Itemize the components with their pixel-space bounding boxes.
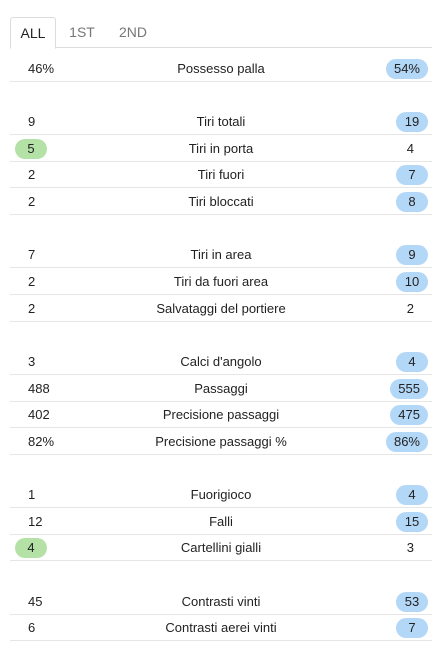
stat-home-value: 1 xyxy=(28,487,36,502)
stat-label: Cartellini gialli xyxy=(180,540,262,555)
stat-away-value: 86% xyxy=(385,432,428,452)
stat-label: Possesso palla xyxy=(177,61,265,76)
stat-label: Tiri bloccati xyxy=(188,194,254,209)
stat-home-value: 6 xyxy=(28,620,36,635)
stat-row: Salvataggi del portiere 2 2 xyxy=(10,296,432,322)
stat-label: Tiri fuori xyxy=(197,167,245,182)
stat-away-value: 53 xyxy=(396,592,428,612)
tab-2nd[interactable]: 2ND xyxy=(118,24,147,40)
stat-label: Contrasti vinti xyxy=(181,594,261,609)
stat-away-value: 19 xyxy=(396,112,428,132)
stat-away-value: 7 xyxy=(396,165,428,185)
stat-row: Contrasti vinti 45 53 xyxy=(10,589,432,615)
stat-home-value: 9 xyxy=(28,114,36,129)
tab-1st[interactable]: 1ST xyxy=(69,24,95,40)
stat-label: Fuorigioco xyxy=(190,487,252,502)
stat-label: Salvataggi del portiere xyxy=(156,301,286,316)
stat-away-value: 475 xyxy=(390,405,428,425)
stat-label: Tiri da fuori area xyxy=(173,274,269,289)
stat-row: Passaggi 488 555 xyxy=(10,376,432,402)
stat-row: Fuorigioco 1 4 xyxy=(10,482,432,508)
stat-away-value: 15 xyxy=(396,512,428,532)
stat-label: Tiri totali xyxy=(196,114,246,129)
stat-label: Precisione passaggi % xyxy=(155,434,287,449)
stat-row: Falli 12 15 xyxy=(10,509,432,535)
stat-away-value: 4 xyxy=(396,485,428,505)
stat-row: Contrasti aerei vinti 6 7 xyxy=(10,615,432,641)
stat-label: Tiri in porta xyxy=(188,141,254,156)
stat-label: Falli xyxy=(209,514,233,529)
stat-home-value: 3 xyxy=(28,354,36,369)
stat-home-value: 2 xyxy=(28,301,36,316)
stat-row: Tiri totali 9 19 xyxy=(10,109,432,135)
stat-row: Tiri in porta 5 4 xyxy=(10,136,432,162)
stat-away-value: 3 xyxy=(406,540,414,555)
stat-label: Passaggi xyxy=(194,381,248,396)
stat-home-value: 82% xyxy=(28,434,55,449)
stat-home-value: 2 xyxy=(28,194,36,209)
stat-row: Calci d'angolo 3 4 xyxy=(10,349,432,375)
stat-away-value: 555 xyxy=(390,379,428,399)
stat-row: Cartellini gialli 4 3 xyxy=(10,535,432,561)
stat-home-value: 4 xyxy=(15,538,47,558)
stat-away-value: 2 xyxy=(406,301,414,316)
stat-away-value: 10 xyxy=(396,272,428,292)
stat-row: Tiri fuori 2 7 xyxy=(10,162,432,188)
stat-home-value: 7 xyxy=(28,247,36,262)
stat-home-value: 2 xyxy=(28,167,36,182)
stat-row: Precisione passaggi % 82% 86% xyxy=(10,429,432,455)
stat-row: Precisione passaggi 402 475 xyxy=(10,402,432,428)
stat-home-value: 2 xyxy=(28,274,36,289)
stat-label: Precisione passaggi xyxy=(162,407,280,422)
stat-home-value: 488 xyxy=(28,381,50,396)
stat-away-value: 8 xyxy=(396,192,428,212)
stat-row: Tiri bloccati 2 8 xyxy=(10,189,432,215)
stat-away-value: 4 xyxy=(406,141,414,156)
stat-home-value: 45 xyxy=(28,594,43,609)
stat-label: Contrasti aerei vinti xyxy=(165,620,277,635)
stat-home-value: 402 xyxy=(28,407,50,422)
period-tabs: ALL 1ST 2ND xyxy=(10,17,432,49)
stat-away-value: 54% xyxy=(385,59,428,79)
stat-away-value: 9 xyxy=(396,245,428,265)
stat-away-value: 7 xyxy=(396,618,428,638)
stat-home-value: 5 xyxy=(15,139,47,159)
stat-label: Calci d'angolo xyxy=(180,354,262,369)
stat-label: Tiri in area xyxy=(190,247,252,262)
stat-home-value: 46% xyxy=(28,61,55,76)
stat-home-value: 12 xyxy=(28,514,43,529)
stat-row: Tiri in area 7 9 xyxy=(10,242,432,268)
stat-away-value: 4 xyxy=(396,352,428,372)
tab-all[interactable]: ALL xyxy=(10,17,56,49)
stat-row: Tiri da fuori area 2 10 xyxy=(10,269,432,295)
stat-row: Possesso palla 46% 54% xyxy=(10,56,432,82)
